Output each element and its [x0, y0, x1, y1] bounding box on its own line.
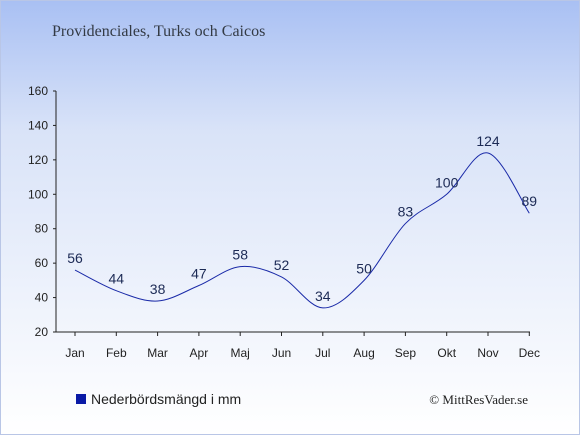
x-tick-label: Feb — [106, 346, 127, 360]
y-tick-label: 120 — [28, 153, 48, 167]
data-label: 100 — [435, 174, 459, 190]
x-tick-label: Jul — [315, 346, 330, 360]
data-label: 50 — [356, 260, 372, 276]
data-label: 83 — [398, 204, 414, 220]
chart-title: Providenciales, Turks och Caicos — [52, 23, 266, 40]
y-tick-label: 60 — [35, 256, 49, 270]
data-label: 124 — [476, 133, 500, 149]
x-tick-label: Aug — [353, 346, 374, 360]
data-label: 44 — [109, 271, 125, 287]
y-tick-label: 160 — [28, 84, 48, 98]
data-label: 89 — [522, 193, 538, 209]
legend-swatch — [76, 394, 86, 404]
credit-text: © MittResVader.se — [429, 392, 528, 407]
series-line-precipitation — [74, 152, 530, 309]
legend: Nederbördsmängd i mm — [76, 391, 241, 407]
x-tick-label: Apr — [190, 346, 209, 360]
data-label: 58 — [232, 247, 248, 263]
x-tick-label: Jun — [272, 346, 291, 360]
y-tick-label: 20 — [35, 325, 49, 339]
x-tick-label: Nov — [477, 346, 498, 360]
data-label: 34 — [315, 288, 331, 304]
x-tick-label: Okt — [437, 346, 456, 360]
data-label: 38 — [150, 281, 166, 297]
y-tick-label: 100 — [28, 187, 48, 201]
y-tick-label: 40 — [35, 291, 49, 305]
x-tick-label: Jan — [65, 346, 84, 360]
x-tick-label: Dec — [519, 346, 540, 360]
y-tick-label: 140 — [28, 118, 48, 132]
data-label: 47 — [191, 266, 207, 282]
x-tick-label: Mar — [147, 346, 168, 360]
x-tick-label: Maj — [231, 346, 250, 360]
legend-label: Nederbördsmängd i mm — [91, 391, 242, 407]
y-tick-label: 80 — [35, 222, 49, 236]
data-label: 56 — [67, 250, 83, 266]
x-tick-label: Sep — [395, 346, 417, 360]
data-label: 52 — [274, 257, 290, 273]
